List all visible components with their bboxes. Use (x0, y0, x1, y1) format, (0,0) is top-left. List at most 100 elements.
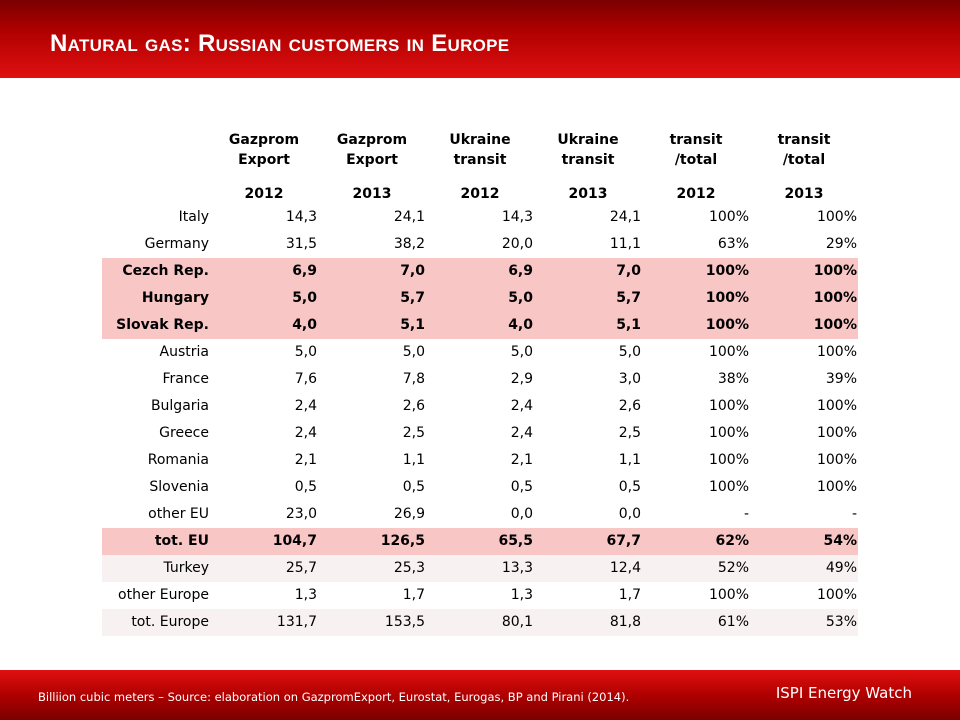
table-body: Italy 14,3 24,1 14,3 24,1 100% 100% Germany 31,5… (102, 204, 858, 636)
row-label: tot. EU (102, 528, 210, 555)
row-label: Austria (159, 344, 209, 360)
table-row: other EU 23,0 26,9 0,0 0,0 - - (102, 501, 858, 528)
table-row: other Europe 1,3 1,7 1,3 1,7 100% 100% (102, 582, 858, 609)
table-cell: 53% (750, 609, 858, 636)
table-cell: 14,3 (285, 209, 317, 225)
table-cell: 5,0 (294, 344, 317, 360)
table-cell: 2,4 (510, 398, 533, 414)
column-year: 2012 (244, 186, 284, 202)
table-row: Bulgaria 2,4 2,6 2,4 2,6 100% 100% (102, 393, 858, 420)
table-cell: 100% (816, 452, 857, 468)
table-cell: 100% (750, 285, 858, 312)
row-label: tot. Europe (102, 609, 210, 636)
table-cell: 65,5 (426, 528, 534, 555)
table-cell: 100% (816, 398, 857, 414)
table-row: Greece 2,4 2,5 2,4 2,5 100% 100% (102, 420, 858, 447)
table-cell: 81,8 (534, 609, 642, 636)
table-cell: 1,7 (618, 587, 641, 603)
table-cell: 100% (708, 344, 749, 360)
table-cell: 12,4 (534, 555, 642, 582)
table-cell: 1,7 (402, 587, 425, 603)
table-cell: 104,7 (210, 528, 318, 555)
table-cell: 52% (642, 555, 750, 582)
table-row: Romania 2,1 1,1 2,1 1,1 100% 100% (102, 447, 858, 474)
table-cell: 80,1 (426, 609, 534, 636)
row-label: Italy (178, 209, 209, 225)
table-cell: - (851, 506, 857, 522)
table-row: Slovenia 0,5 0,5 0,5 0,5 100% 100% (102, 474, 858, 501)
row-label: Slovak Rep. (102, 312, 210, 339)
table-header-row: Gazprom Export Gazprom Export Ukraine tran… (102, 118, 858, 170)
table-cell: 63% (717, 236, 749, 252)
table-cell: 1,3 (510, 587, 533, 603)
table-cell: 2,4 (294, 398, 317, 414)
table-cell: 100% (816, 479, 857, 495)
table-cell: 131,7 (210, 609, 318, 636)
table-row: Cezch Rep. 6,9 7,0 6,9 7,0 100% 100% (102, 258, 858, 285)
table-row: Germany 31,5 38,2 20,0 11,1 63% 29% (102, 231, 858, 258)
table-cell: 153,5 (318, 609, 426, 636)
table-cell: 0,0 (618, 506, 641, 522)
table-cell: 100% (708, 209, 749, 225)
row-label: Germany (144, 236, 209, 252)
table-cell: 29% (825, 236, 857, 252)
table-cell: 67,7 (534, 528, 642, 555)
table-cell: 7,8 (402, 371, 425, 387)
column-header: Gazprom Export (228, 132, 300, 168)
table-cell: 1,3 (294, 587, 317, 603)
table-cell: 100% (642, 258, 750, 285)
table-cell: 100% (816, 209, 857, 225)
row-label: Hungary (102, 285, 210, 312)
table-cell: 3,0 (618, 371, 641, 387)
table-cell: 24,1 (609, 209, 641, 225)
column-header: transit /total (669, 132, 723, 168)
row-label: other Europe (118, 587, 209, 603)
table-cell: 4,0 (210, 312, 318, 339)
table-cell: 100% (708, 587, 749, 603)
table-cell: 2,4 (294, 425, 317, 441)
table-cell: 13,3 (426, 555, 534, 582)
column-year: 2012 (460, 186, 500, 202)
table-row: Slovak Rep. 4,0 5,1 4,0 5,1 100% 100% (102, 312, 858, 339)
table-cell: 100% (708, 398, 749, 414)
table-cell: 14,3 (501, 209, 533, 225)
column-header: Gazprom Export (336, 132, 408, 168)
table-cell: 31,5 (285, 236, 317, 252)
table-cell: 54% (750, 528, 858, 555)
table-cell: 126,5 (318, 528, 426, 555)
table-row: France 7,6 7,8 2,9 3,0 38% 39% (102, 366, 858, 393)
table-cell: 100% (816, 425, 857, 441)
table-cell: 61% (642, 609, 750, 636)
table-cell: 7,0 (534, 258, 642, 285)
table-cell: 25,3 (318, 555, 426, 582)
table-cell: 5,0 (426, 285, 534, 312)
row-label: Cezch Rep. (102, 258, 210, 285)
table-cell: 6,9 (210, 258, 318, 285)
row-label: France (162, 371, 209, 387)
table-cell: 23,0 (285, 506, 317, 522)
table-cell: 0,5 (402, 479, 425, 495)
table-row: tot. EU 104,7 126,5 65,5 67,7 62% 54% (102, 528, 858, 555)
column-header: Ukraine transit (449, 132, 511, 168)
column-year: 2012 (676, 186, 716, 202)
table-row: Italy 14,3 24,1 14,3 24,1 100% 100% (102, 204, 858, 231)
page-title: Natural gas: Russian customers in Europe (50, 30, 510, 57)
table-cell: 2,5 (618, 425, 641, 441)
table-cell: 5,7 (318, 285, 426, 312)
table-cell: 1,1 (402, 452, 425, 468)
table-cell: 5,0 (402, 344, 425, 360)
source-note: Billiion cubic meters – Source: elaborat… (38, 690, 630, 704)
table-cell: 11,1 (609, 236, 641, 252)
table-cell: 2,1 (510, 452, 533, 468)
table-cell: 0,5 (510, 479, 533, 495)
title-banner: Natural gas: Russian customers in Europe (0, 0, 960, 78)
column-year: 2013 (784, 186, 824, 202)
table-cell: 2,6 (618, 398, 641, 414)
table-row: Turkey 25,7 25,3 13,3 12,4 52% 49% (102, 555, 858, 582)
table-cell: 100% (750, 312, 858, 339)
table-cell: 100% (816, 344, 857, 360)
row-label: other EU (148, 506, 209, 522)
table-cell: 5,0 (618, 344, 641, 360)
table-cell: 5,0 (510, 344, 533, 360)
table-cell: 2,5 (402, 425, 425, 441)
